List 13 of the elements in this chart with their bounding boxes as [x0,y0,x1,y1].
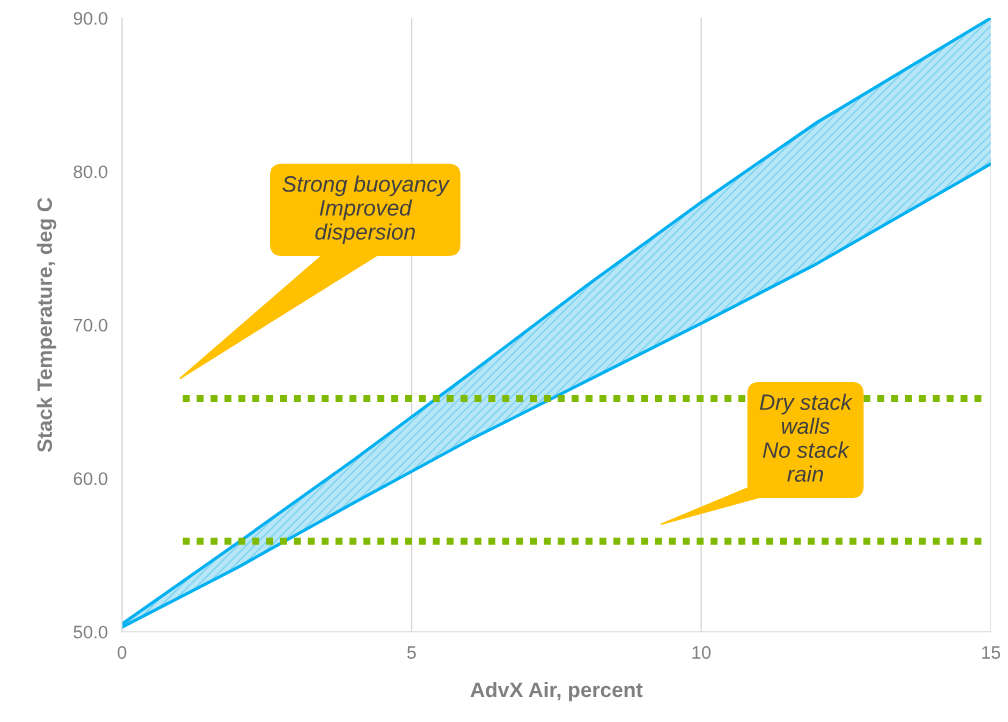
y-tick-label: 90.0 [73,11,108,25]
annotation: Strong buoyancy Improved dispersion [282,175,450,245]
y-tick-label: 60.0 [73,472,108,486]
x-axis-title: AdvX Air, percent [470,681,643,702]
y-axis-title: Stack Temperature, deg C [36,197,57,453]
x-tick-label: 0 [117,646,127,659]
x-tick-label: 10 [692,646,711,659]
y-tick-label: 80.0 [73,165,108,179]
y-tick-label: 70.0 [73,318,108,332]
x-tick-label: 5 [407,646,416,659]
annotation: Dry stack walls No stack rain [759,393,853,482]
x-tick-label: 15 [982,646,1001,659]
y-tick-label: 50.0 [73,625,108,639]
